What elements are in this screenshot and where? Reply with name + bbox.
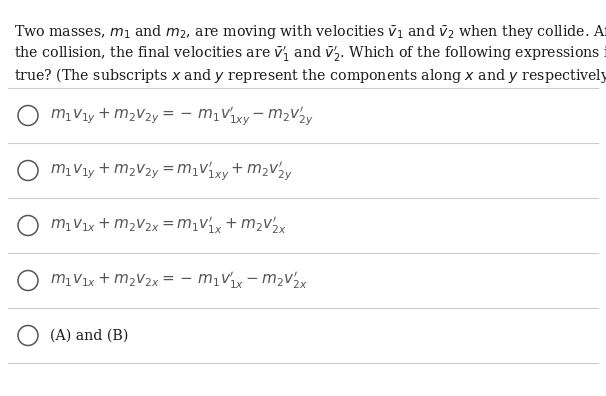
Text: Two masses, $m_1$ and $m_2$, are moving with velocities $\bar{v}_1$ and $\bar{v}: Two masses, $m_1$ and $m_2$, are moving … xyxy=(14,23,606,41)
Text: $m_1v_{1x}+m_2v_{2x}=m_1v^{\prime}_{1x}+m_2v^{\prime}_{2x}$: $m_1v_{1x}+m_2v_{2x}=m_1v^{\prime}_{1x}+… xyxy=(50,215,287,236)
Text: $m_1v_{1x}+m_2v_{2x}=-\,m_1v^{\prime}_{1x}-m_2v^{\prime}_{2x}$: $m_1v_{1x}+m_2v_{2x}=-\,m_1v^{\prime}_{1… xyxy=(50,270,308,291)
Text: true? (The subscripts $x$ and $y$ represent the components along $x$ and $y$ res: true? (The subscripts $x$ and $y$ repres… xyxy=(14,66,606,85)
Text: $m_1v_{1y}+m_2v_{2y}=m_1v^{\prime}_{1xy}+m_2v^{\prime}_{2y}$: $m_1v_{1y}+m_2v_{2y}=m_1v^{\prime}_{1xy}… xyxy=(50,159,293,182)
Text: (A) and (B): (A) and (B) xyxy=(50,329,128,343)
Text: $m_1v_{1y}+m_2v_{2y}=-\,m_1v^{\prime}_{1xy}-m_2v^{\prime}_{2y}$: $m_1v_{1y}+m_2v_{2y}=-\,m_1v^{\prime}_{1… xyxy=(50,104,314,127)
Text: the collision, the final velocities are $\bar{v}_1^{\prime}$ and $\bar{v}_2^{\pr: the collision, the final velocities are … xyxy=(14,45,606,64)
